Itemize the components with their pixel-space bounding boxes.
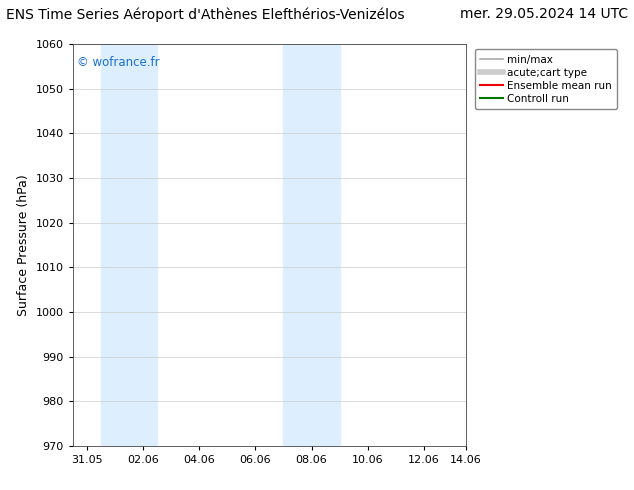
Bar [101,44,157,446]
Text: © wofrance.fr: © wofrance.fr [77,56,160,69]
Text: mer. 29.05.2024 14 UTC: mer. 29.05.2024 14 UTC [460,7,628,22]
Y-axis label: Surface Pressure (hPa): Surface Pressure (hPa) [17,174,30,316]
Legend: min/max, acute;cart type, Ensemble mean run, Controll run: min/max, acute;cart type, Ensemble mean … [475,49,618,109]
Text: ENS Time Series Aéroport d'Athènes Elefthérios-Venizélos: ENS Time Series Aéroport d'Athènes Eleft… [6,7,405,22]
Bar [283,44,340,446]
